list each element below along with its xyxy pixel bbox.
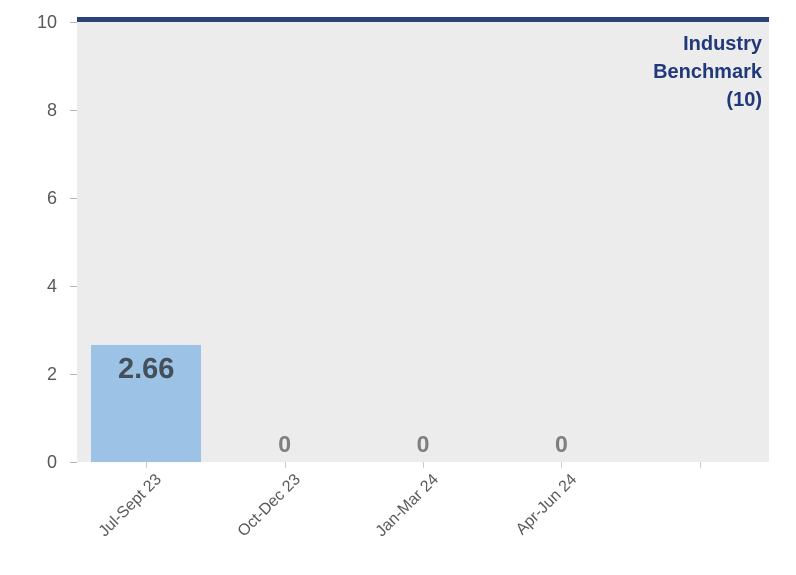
benchmark-label: Industry Benchmark (10) (653, 30, 762, 114)
y-tick-mark (70, 197, 77, 199)
x-tick-label: Apr-Jun 24 (513, 471, 581, 539)
x-tick-mark (561, 462, 563, 468)
y-tick-label: 2 (46, 364, 57, 384)
benchmark-line (77, 17, 769, 22)
x-tick-mark (423, 462, 424, 468)
y-tick-label: 8 (46, 100, 57, 120)
x-tick-mark (284, 462, 286, 468)
x-tick-label: Jul-Sept 23 (95, 471, 166, 541)
y-tick-label: 4 (46, 276, 57, 296)
bar-value-label: 0 (554, 431, 568, 457)
benchmark-label-line-3: (10) (726, 89, 762, 111)
y-tick-label: 10 (36, 12, 57, 32)
x-tick-label: Jan-Mar 24 (372, 471, 443, 541)
y-tick-label: 6 (46, 188, 57, 208)
bar-value-label: 0 (416, 431, 430, 457)
y-tick-mark (70, 109, 77, 111)
y-tick-mark (70, 461, 77, 463)
y-tick-mark (70, 373, 77, 375)
bar-value-label: 2.66 (117, 352, 175, 385)
y-tick-label: 0 (46, 452, 57, 472)
x-tick-label: Oct-Dec 23 (234, 471, 304, 541)
x-tick-mark (699, 462, 701, 468)
y-tick-mark (70, 21, 77, 23)
y-tick-mark (70, 285, 77, 287)
bar-value-label: 0 (278, 431, 291, 457)
x-tick-mark (146, 462, 148, 468)
benchmark-label-line-2: Benchmark (653, 61, 762, 83)
benchmark-label-line-1: Industry (683, 33, 762, 55)
bar (91, 344, 202, 462)
